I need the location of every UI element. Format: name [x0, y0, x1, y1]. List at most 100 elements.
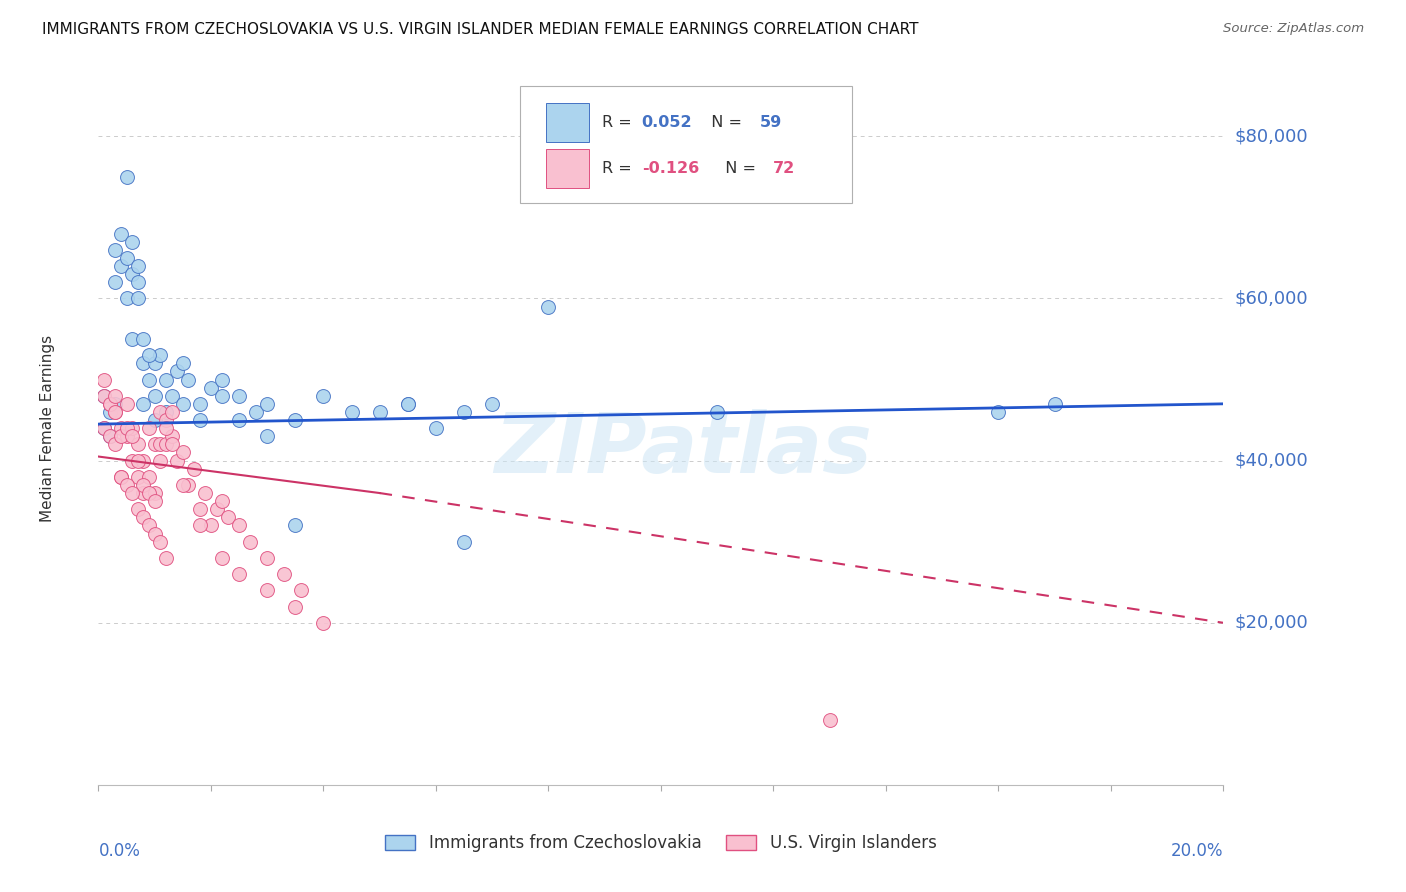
Text: 0.052: 0.052: [641, 115, 692, 130]
Point: [132, 510, 155, 524]
Point: [143, 494, 166, 508]
Point: [228, 518, 250, 533]
Point: [155, 437, 177, 451]
Text: $40,000: $40,000: [1234, 451, 1308, 469]
Point: [188, 413, 211, 427]
Point: [127, 259, 149, 273]
Point: [172, 445, 194, 459]
Point: [121, 429, 143, 443]
Point: [256, 583, 278, 598]
Point: [121, 453, 143, 467]
Point: [143, 437, 166, 451]
Point: [121, 267, 143, 281]
Point: [256, 550, 278, 565]
Point: [284, 599, 307, 614]
Point: [143, 486, 166, 500]
Point: [228, 389, 250, 403]
Point: [155, 550, 177, 565]
Point: [256, 429, 278, 443]
Point: [93, 421, 115, 435]
Point: [228, 567, 250, 582]
Text: Median Female Earnings: Median Female Earnings: [41, 334, 55, 522]
Point: [149, 534, 172, 549]
Point: [127, 453, 149, 467]
Point: [149, 348, 172, 362]
Point: [132, 397, 155, 411]
Text: R =: R =: [602, 115, 637, 130]
Text: Source: ZipAtlas.com: Source: ZipAtlas.com: [1223, 22, 1364, 36]
Point: [121, 235, 143, 249]
Point: [160, 389, 183, 403]
Point: [160, 437, 183, 451]
Point: [211, 494, 233, 508]
Point: [104, 397, 127, 411]
Point: [183, 461, 205, 475]
Point: [138, 486, 160, 500]
Point: [396, 397, 419, 411]
Point: [98, 397, 121, 411]
Point: [115, 251, 138, 265]
Point: [149, 405, 172, 419]
Point: [200, 381, 222, 395]
Point: [149, 453, 172, 467]
Point: [188, 397, 211, 411]
Point: [160, 405, 183, 419]
Point: [217, 510, 239, 524]
FancyBboxPatch shape: [546, 103, 589, 142]
Point: [396, 397, 419, 411]
Point: [138, 372, 160, 386]
Point: [188, 518, 211, 533]
Point: [115, 169, 138, 184]
Point: [211, 550, 233, 565]
Text: -0.126: -0.126: [641, 161, 699, 177]
Point: [155, 413, 177, 427]
Point: [205, 502, 228, 516]
Point: [312, 615, 335, 630]
Text: 59: 59: [759, 115, 782, 130]
Point: [132, 486, 155, 500]
Point: [98, 429, 121, 443]
Point: [245, 405, 267, 419]
Text: N =: N =: [714, 161, 761, 177]
Point: [1043, 397, 1066, 411]
Point: [425, 421, 447, 435]
Point: [143, 526, 166, 541]
Point: [127, 292, 149, 306]
Point: [537, 300, 560, 314]
Point: [138, 518, 160, 533]
Point: [340, 405, 363, 419]
Point: [127, 470, 149, 484]
Point: [177, 372, 200, 386]
Text: IMMIGRANTS FROM CZECHOSLOVAKIA VS U.S. VIRGIN ISLANDER MEDIAN FEMALE EARNINGS CO: IMMIGRANTS FROM CZECHOSLOVAKIA VS U.S. V…: [42, 22, 918, 37]
Point: [127, 502, 149, 516]
Point: [104, 275, 127, 289]
Point: [155, 421, 177, 435]
Point: [284, 518, 307, 533]
Point: [121, 332, 143, 346]
Text: R =: R =: [602, 161, 637, 177]
Point: [194, 486, 217, 500]
Point: [93, 389, 115, 403]
Point: [93, 389, 115, 403]
Point: [115, 292, 138, 306]
Point: [239, 534, 262, 549]
Point: [110, 429, 132, 443]
Point: [115, 429, 138, 443]
Text: $80,000: $80,000: [1234, 128, 1308, 145]
Point: [115, 421, 138, 435]
Point: [98, 429, 121, 443]
Point: [104, 405, 127, 419]
Text: 20.0%: 20.0%: [1171, 842, 1223, 860]
Point: [160, 429, 183, 443]
Point: [115, 478, 138, 492]
Point: [368, 405, 391, 419]
Point: [166, 453, 188, 467]
Point: [104, 389, 127, 403]
Point: [132, 453, 155, 467]
Point: [273, 567, 295, 582]
FancyBboxPatch shape: [546, 149, 589, 188]
Point: [284, 413, 307, 427]
Point: [110, 470, 132, 484]
Point: [93, 421, 115, 435]
Point: [149, 437, 172, 451]
